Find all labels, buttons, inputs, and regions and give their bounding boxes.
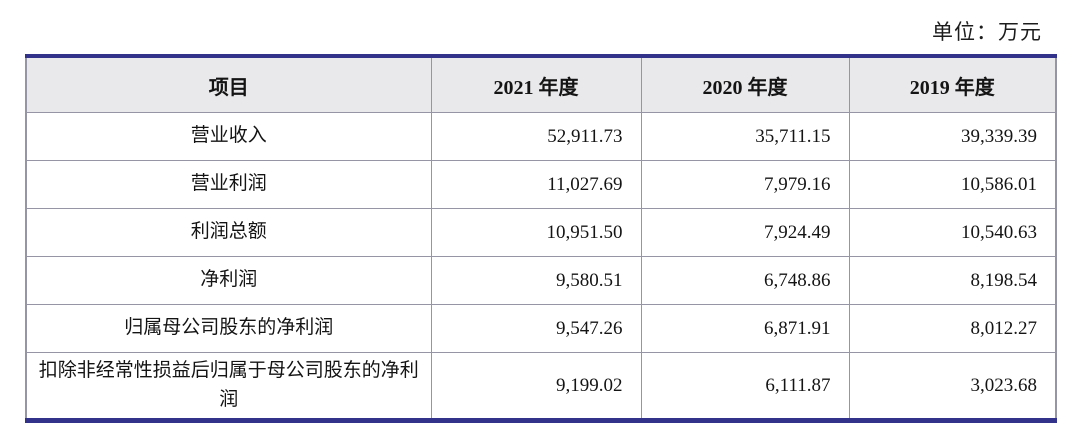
value-2020: 6,871.91 [640,304,850,353]
value-2020: 6,748.86 [640,256,850,305]
value-2020: 35,711.15 [640,112,850,161]
value-2019: 10,586.01 [848,160,1057,209]
table-row: 营业收入 52,911.73 35,711.15 39,339.39 [25,112,1057,161]
table-row: 营业利润 11,027.69 7,979.16 10,586.01 [25,160,1057,209]
value-2019: 8,012.27 [848,304,1057,353]
table-row: 扣除非经常性损益后归属于母公司股东的净利润 9,199.02 6,111.87 … [25,352,1057,421]
table-header-row: 项目 2021 年度 2020 年度 2019 年度 [25,55,1057,113]
row-label: 扣除非经常性损益后归属于母公司股东的净利润 [25,352,432,421]
row-label: 净利润 [25,256,432,305]
value-2021: 11,027.69 [430,160,642,209]
value-2020: 7,924.49 [640,208,850,257]
value-2021: 9,580.51 [430,256,642,305]
value-2021: 9,547.26 [430,304,642,353]
value-2019: 10,540.63 [848,208,1057,257]
value-2020: 6,111.87 [640,352,850,421]
unit-note: 单位：万元 [932,20,1042,44]
value-2021: 52,911.73 [430,112,642,161]
value-2019: 39,339.39 [848,112,1057,161]
value-2019: 3,023.68 [848,352,1057,421]
table-row: 利润总额 10,951.50 7,924.49 10,540.63 [25,208,1057,257]
table-row: 净利润 9,580.51 6,748.86 8,198.54 [25,256,1057,305]
header-2019: 2019 年度 [848,55,1057,113]
header-2021: 2021 年度 [430,55,642,113]
row-label: 营业收入 [25,112,432,161]
row-label: 营业利润 [25,160,432,209]
value-2021: 10,951.50 [430,208,642,257]
table-row: 归属母公司股东的净利润 9,547.26 6,871.91 8,012.27 [25,304,1057,353]
value-2020: 7,979.16 [640,160,850,209]
header-2020: 2020 年度 [640,55,850,113]
financial-summary-table: 项目 2021 年度 2020 年度 2019 年度 营业收入 52,911.7… [25,54,1057,423]
row-label: 利润总额 [25,208,432,257]
row-label: 归属母公司股东的净利润 [25,304,432,353]
value-2021: 9,199.02 [430,352,642,421]
header-item: 项目 [25,55,432,113]
value-2019: 8,198.54 [848,256,1057,305]
